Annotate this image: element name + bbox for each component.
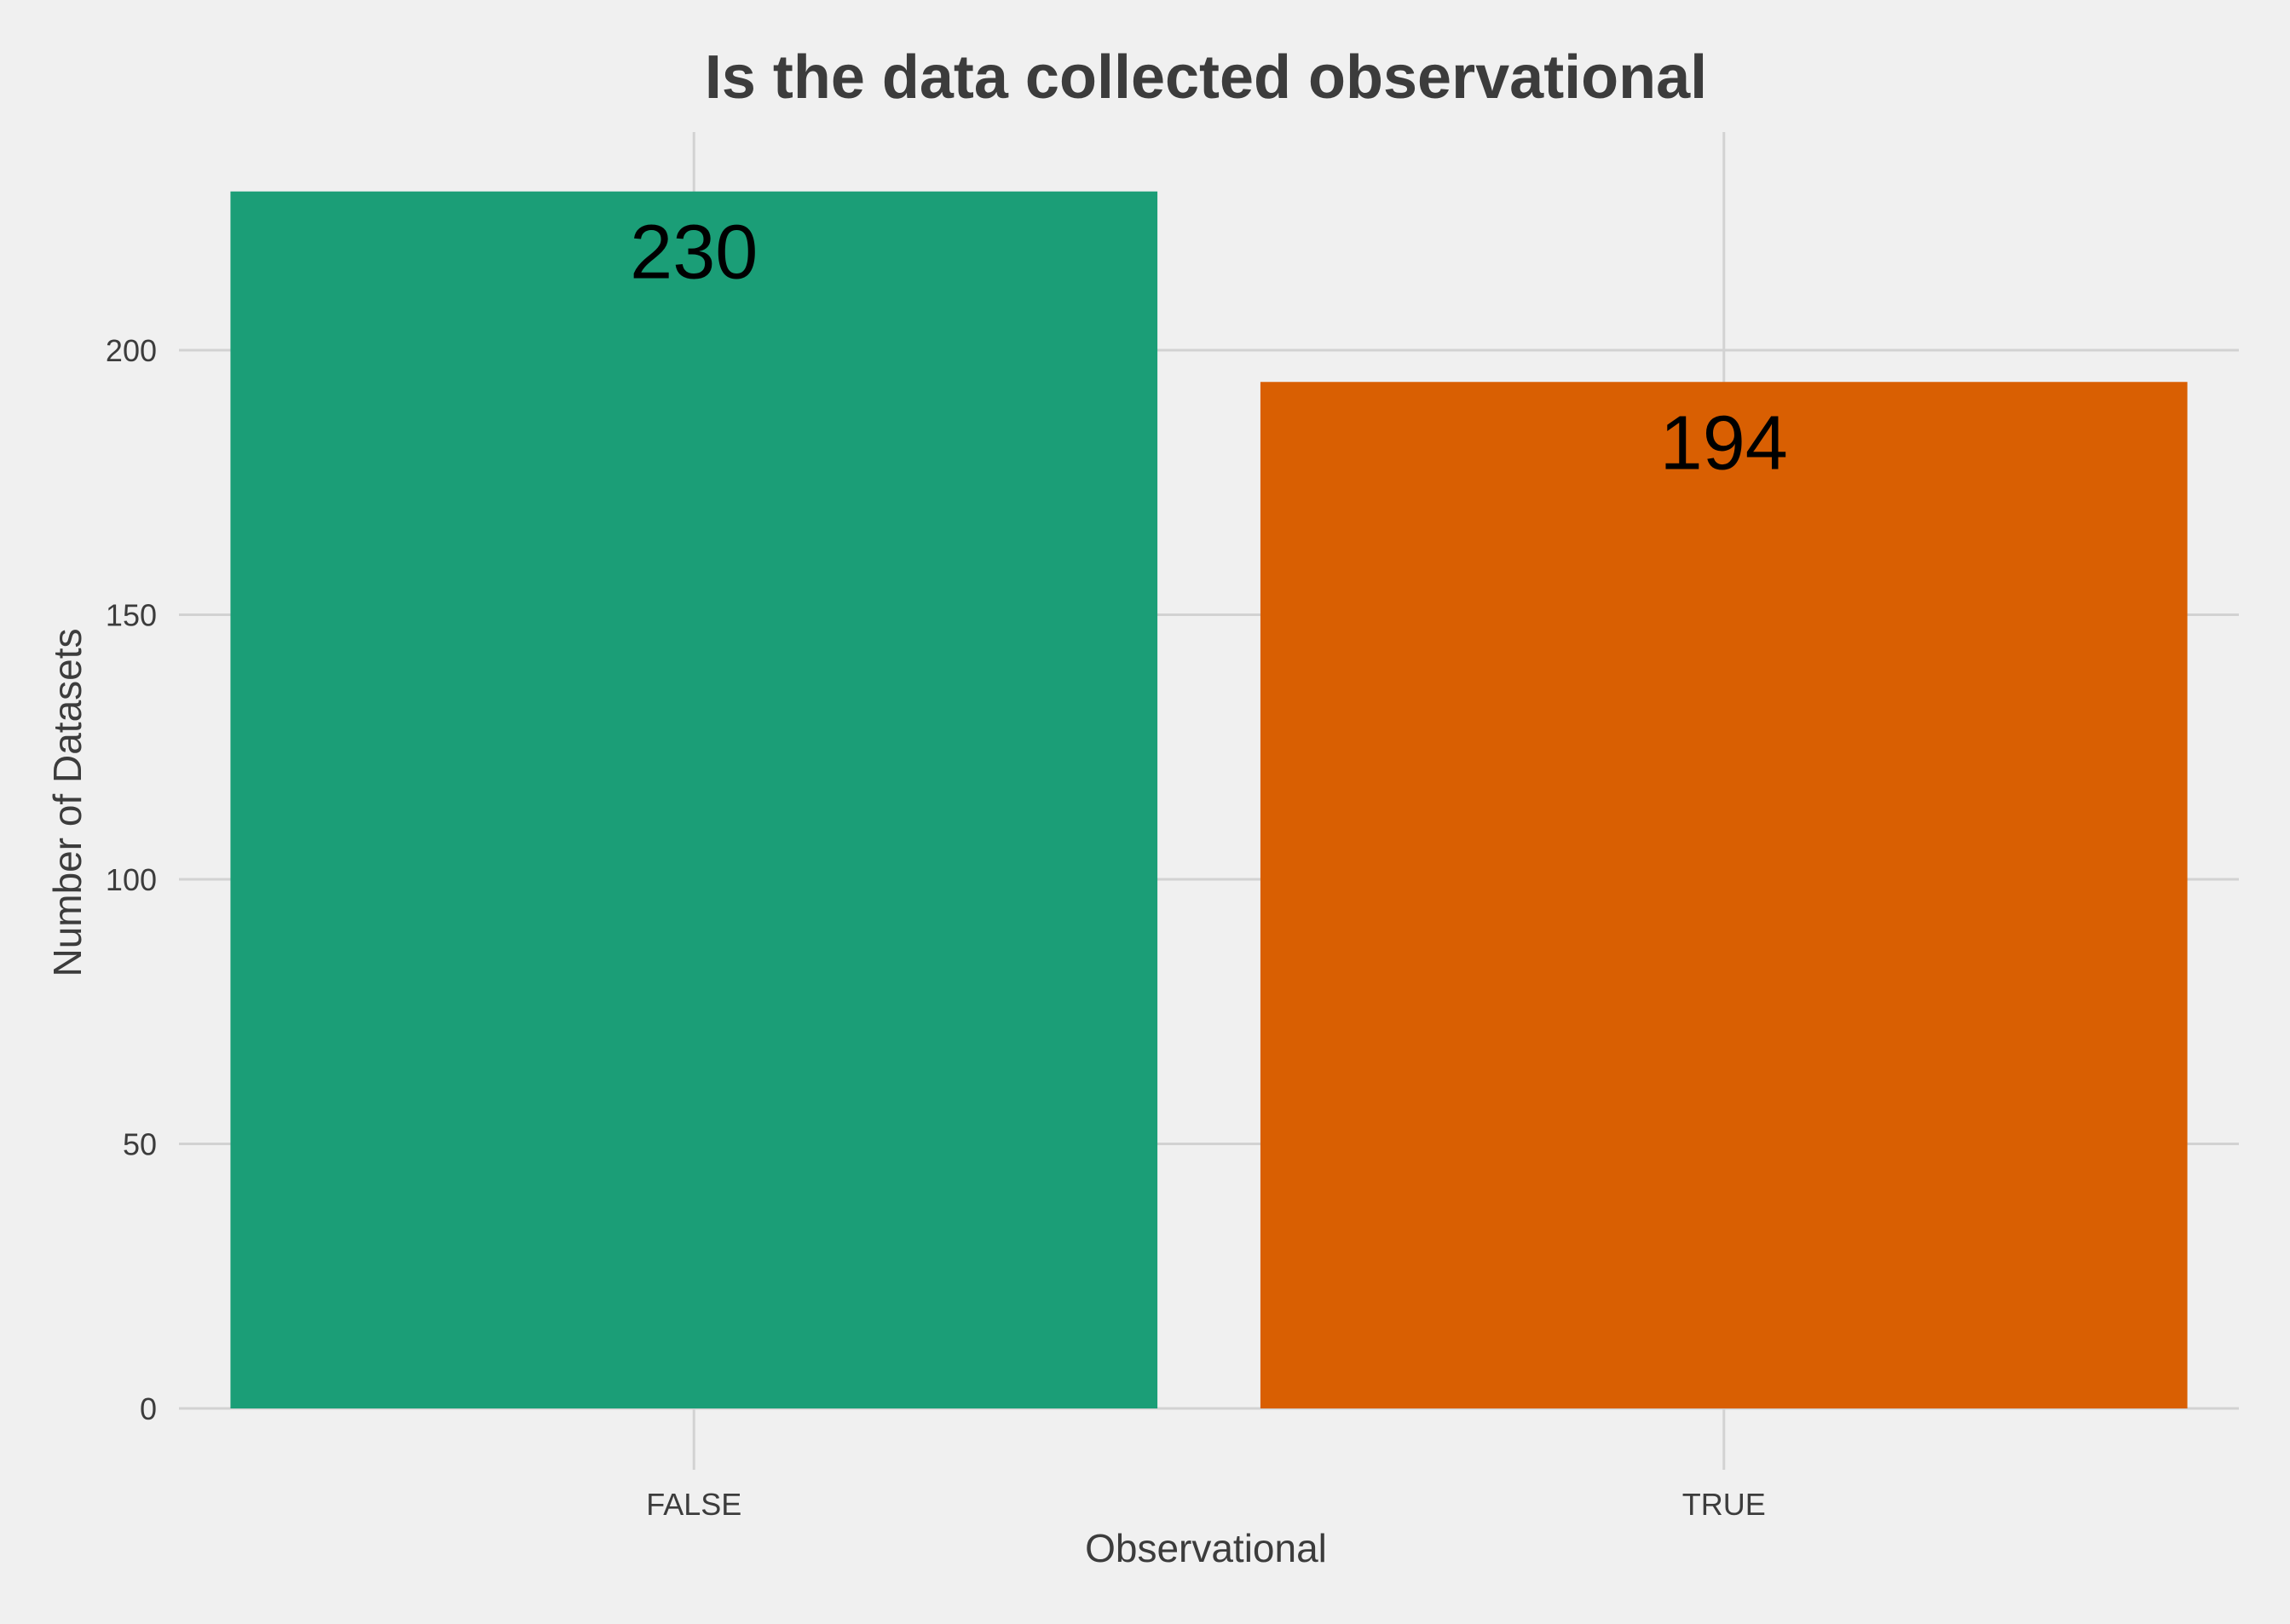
chart-title: Is the data collected observational — [705, 43, 1707, 112]
y-axis-title: Number of Datasets — [45, 628, 89, 976]
y-tick-label: 50 — [123, 1127, 157, 1162]
y-tick-label: 150 — [106, 598, 157, 633]
bar-true — [1260, 382, 2188, 1408]
y-tick-label: 200 — [106, 333, 157, 368]
x-tick-label: FALSE — [646, 1487, 741, 1522]
bar-value-label: 230 — [630, 210, 758, 296]
y-tick-label: 100 — [106, 862, 157, 897]
y-axis-ticks: 0 50 100 150 200 — [106, 333, 157, 1426]
y-tick-label: 0 — [140, 1391, 157, 1426]
x-axis-title: Observational — [1085, 1526, 1327, 1570]
bar-false — [230, 191, 1158, 1409]
data-labels: 230 194 — [630, 210, 1788, 487]
x-axis-ticks: FALSE TRUE — [646, 1487, 1766, 1522]
bar-value-label: 194 — [1660, 400, 1788, 486]
x-tick-label: TRUE — [1682, 1487, 1766, 1522]
bars — [230, 191, 2188, 1409]
